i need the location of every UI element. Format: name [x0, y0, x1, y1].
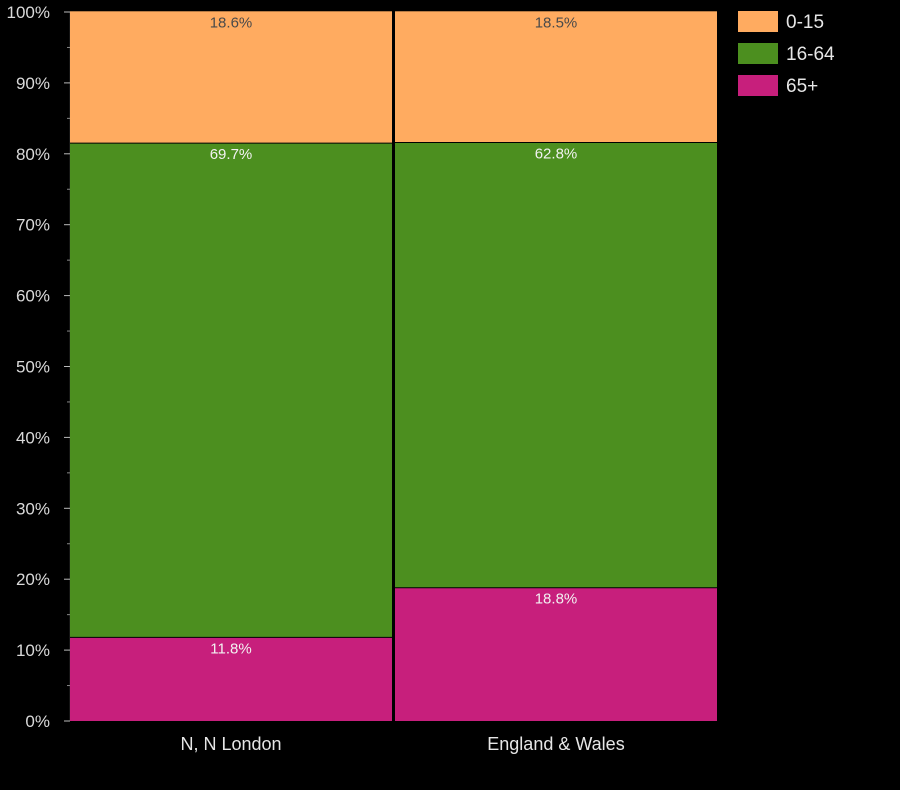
y-tick-label: 40% — [16, 428, 50, 447]
data-label: 69.7% — [210, 146, 253, 163]
y-tick-label: 80% — [16, 145, 50, 164]
bar-segment — [70, 637, 392, 721]
bars: 11.8% 69.7% 18.6% 18.8% 62.8% 18.5% — [70, 11, 717, 721]
y-tick-label: 30% — [16, 499, 50, 518]
legend-swatch — [738, 43, 778, 64]
legend: 0-15 16-64 65+ — [738, 11, 835, 97]
x-category-label: N, N London — [180, 734, 281, 754]
x-axis: N, N London England & Wales — [180, 734, 624, 754]
y-axis: 0% 10% 20% 30% 40% 50% 60% 70% 80% 90% 100% — [7, 3, 71, 731]
legend-swatch — [738, 11, 778, 32]
data-label: 18.6% — [210, 14, 253, 31]
y-tick-label: 10% — [16, 641, 50, 660]
legend-label: 0-15 — [786, 12, 824, 33]
y-tick-label: 60% — [16, 287, 50, 306]
bar-segment — [395, 11, 717, 143]
bar-segment — [395, 587, 717, 721]
bar-segment — [70, 143, 392, 638]
data-label: 18.8% — [535, 591, 578, 608]
data-label: 18.5% — [535, 14, 578, 31]
data-label: 11.8% — [210, 640, 251, 657]
bar-segment — [395, 142, 717, 588]
x-category-label: England & Wales — [487, 734, 624, 754]
y-tick-label: 70% — [16, 216, 50, 235]
bar-segment — [70, 11, 392, 144]
legend-swatch — [738, 75, 778, 96]
legend-label: 16-64 — [786, 44, 835, 65]
data-label: 62.8% — [535, 145, 578, 162]
y-tick-label: 90% — [16, 74, 50, 93]
legend-label: 65+ — [786, 76, 818, 97]
y-tick-label: 20% — [16, 570, 50, 589]
y-tick-label: 0% — [25, 712, 50, 731]
y-tick-label: 100% — [7, 3, 50, 22]
y-tick-label: 50% — [16, 358, 50, 377]
